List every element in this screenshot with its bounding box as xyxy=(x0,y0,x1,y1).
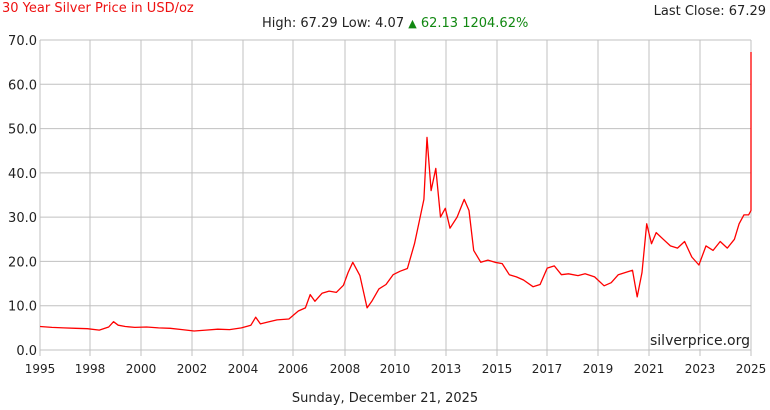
change-percent: 1204.62% xyxy=(462,16,529,31)
x-tick-label: 2025 xyxy=(736,362,767,376)
y-tick-label: 70.0 xyxy=(8,34,37,49)
high-label: High: 67.29 xyxy=(262,16,338,31)
x-tick-label: 2006 xyxy=(278,362,309,376)
low-label: Low: 4.07 xyxy=(341,16,405,31)
last-close-label: Last Close: 67.29 xyxy=(653,4,766,19)
x-tick-label: 2015 xyxy=(482,362,513,376)
x-tick-label: 2008 xyxy=(330,362,361,376)
change-value: 62.13 xyxy=(420,16,459,31)
x-tick-label: 2021 xyxy=(634,362,665,376)
x-tick-label: 2023 xyxy=(685,362,716,376)
x-tick-label: 2017 xyxy=(532,362,563,376)
chart-title: 30 Year Silver Price in USD/oz xyxy=(2,1,194,16)
x-tick-label: 1998 xyxy=(75,362,106,376)
y-tick-label: 10.0 xyxy=(8,300,37,315)
y-tick-label: 60.0 xyxy=(8,78,37,93)
x-axis-labels: 1995 1998 2000 2002 2004 2006 2008 2010 2013 2015… xyxy=(25,362,767,376)
y-tick-label: 20.0 xyxy=(8,255,37,270)
x-tick-label: 2010 xyxy=(380,362,411,376)
y-tick-label: 50.0 xyxy=(8,123,37,138)
chart-grid xyxy=(39,39,752,356)
y-tick-label: 30.0 xyxy=(8,211,37,226)
x-tick-label: 2013 xyxy=(431,362,462,376)
x-tick-label: 2002 xyxy=(177,362,208,376)
x-tick-label: 2019 xyxy=(583,362,614,376)
price-stats: High: 67.29 Low: 4.07 ▲ 62.13 1204.62% xyxy=(262,16,528,31)
price-line xyxy=(39,52,752,332)
x-tick-label: 2004 xyxy=(228,362,259,376)
watermark: silverprice.org xyxy=(650,333,750,349)
y-tick-label: 0.0 xyxy=(16,344,37,359)
up-arrow-icon: ▲ xyxy=(408,17,417,30)
y-axis-labels: 0.0 10.0 20.0 30.0 40.0 50.0 60.0 70.0 xyxy=(8,34,37,359)
x-tick-label: 1995 xyxy=(25,362,56,376)
footer-date: Sunday, December 21, 2025 xyxy=(291,391,479,406)
y-tick-label: 40.0 xyxy=(8,167,37,182)
x-tick-label: 2000 xyxy=(126,362,157,376)
